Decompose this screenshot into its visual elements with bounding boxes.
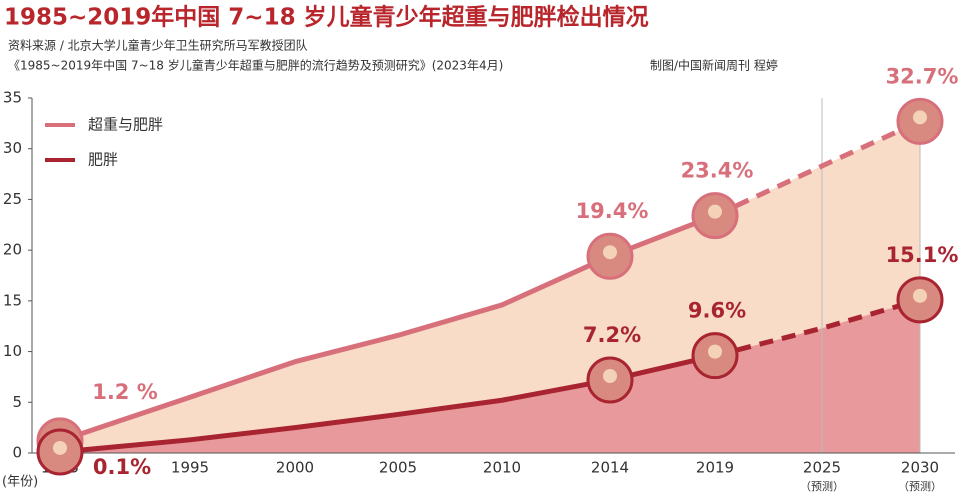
x-tick-label: 2019 (696, 459, 734, 477)
forecast-line-series (714, 297, 921, 359)
point-face (913, 288, 927, 303)
data-label: 32.7% (886, 64, 959, 88)
data-label: 19.4% (576, 199, 649, 223)
x-tick-label: 2030 (901, 459, 939, 477)
x-tick-label: 2010 (483, 459, 521, 477)
y-tick-label: 25 (3, 190, 22, 208)
y-tick-label: 35 (3, 89, 22, 107)
x-tick-note: （预测） (800, 480, 844, 493)
y-tick-label: 15 (3, 291, 22, 309)
legend-label: 肥胖 (88, 151, 118, 169)
x-tick-note: （预测） (898, 480, 942, 493)
y-tick-label: 30 (3, 139, 22, 157)
x-tick-label: 2014 (591, 459, 629, 477)
data-label: 23.4% (681, 159, 754, 183)
data-label: 0.1% (93, 455, 151, 479)
forecast-line-series (713, 119, 922, 218)
x-axis-label: (年份) (2, 475, 38, 490)
data-label: 15.1% (886, 243, 959, 267)
y-tick-label: 5 (12, 393, 22, 411)
source: 资料来源 / 北京大学儿童青少年卫生研究所马军教授团队 (8, 38, 308, 53)
x-tick-label: 2000 (276, 459, 314, 477)
y-tick-label: 10 (3, 342, 22, 360)
point-face (708, 344, 722, 359)
credit: 制图/中国新闻周刊 程婷 (650, 58, 778, 73)
data-label: 1.2 % (92, 380, 158, 404)
point-face (708, 204, 722, 219)
legend-label: 超重与肥胖 (88, 116, 163, 134)
chart-title: 1985~2019年中国 7~18 岁儿童青少年超重与肥胖检出情况 (4, 4, 649, 31)
data-label: 9.6% (688, 299, 746, 323)
area (60, 299, 920, 453)
data-label: 7.2% (583, 323, 641, 347)
y-tick-label: 0 (12, 444, 22, 462)
x-tick-label: 2025 (803, 459, 841, 477)
point-face (53, 440, 67, 455)
y-tick-label: 20 (3, 241, 22, 259)
x-tick-label: 1995 (171, 459, 209, 477)
x-tick-label: 2005 (379, 459, 417, 477)
reference: 《1985~2019年中国 7~18 岁儿童青少年超重与肥胖的流行趋势及预测研究… (8, 58, 503, 73)
point-face (603, 245, 617, 260)
point-face (603, 368, 617, 383)
point-face (913, 110, 927, 125)
